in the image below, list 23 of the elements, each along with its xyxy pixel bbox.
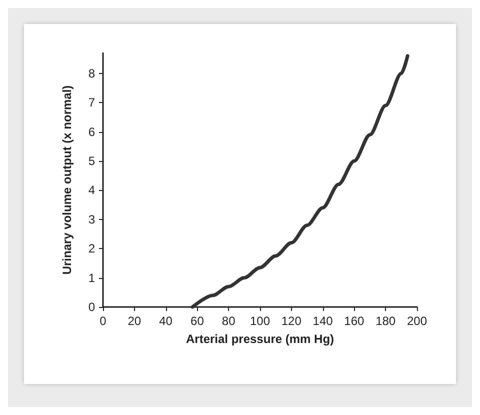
x-tick-label: 0 — [100, 314, 107, 328]
y-tick-label: 2 — [88, 242, 96, 256]
line-series — [190, 54, 410, 309]
y-axis-title: Urinary volume output (x normal) — [60, 85, 74, 275]
x-tick-label: 20 — [128, 314, 142, 328]
y-tick-label: 1 — [88, 270, 96, 285]
x-tick-label: 120 — [281, 314, 302, 328]
x-tick-label: 200 — [406, 314, 428, 328]
x-tick-label: 140 — [312, 314, 334, 328]
x-tick-label: 60 — [190, 314, 204, 328]
y-tick-label: 5 — [88, 154, 96, 168]
y-tick-label: 0 — [88, 300, 96, 314]
y-tick-label: 3 — [88, 212, 96, 226]
x-tick-label: 40 — [159, 314, 173, 328]
x-tick-label: 180 — [376, 314, 396, 328]
x-tick-label: 160 — [344, 314, 365, 328]
y-tick-label: 8 — [88, 66, 96, 80]
x-axis-title: Arterial pressure (mm Hg) — [186, 332, 334, 346]
x-tick-label: 100 — [250, 314, 270, 328]
y-tick-label: 6 — [88, 124, 96, 139]
y-tick-label: 7 — [88, 96, 96, 110]
y-tick-label: 4 — [88, 183, 96, 198]
x-tick-label: 80 — [222, 314, 236, 328]
